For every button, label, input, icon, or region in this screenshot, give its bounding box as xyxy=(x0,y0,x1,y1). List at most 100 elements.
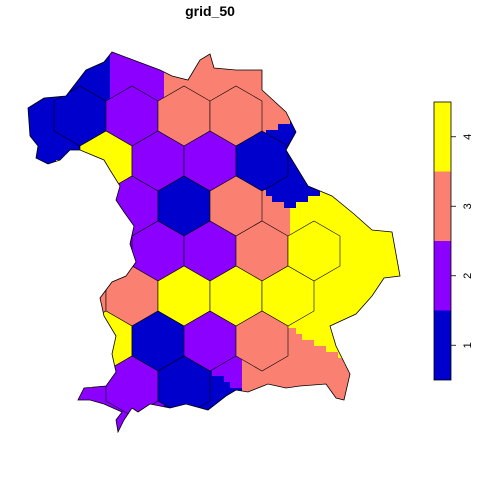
border-fill xyxy=(152,88,159,95)
border-fill xyxy=(146,52,153,59)
border-fill xyxy=(116,214,123,221)
border-fill xyxy=(398,40,405,47)
border-fill xyxy=(392,376,399,383)
border-fill xyxy=(302,196,309,203)
border-fill xyxy=(170,52,177,53)
border-fill xyxy=(116,220,123,227)
border-fill xyxy=(320,70,327,77)
border-fill xyxy=(344,94,351,101)
border-fill xyxy=(104,52,111,53)
border-fill xyxy=(104,172,111,179)
border-fill xyxy=(314,64,321,71)
border-fill xyxy=(296,64,303,71)
border-fill xyxy=(50,424,57,431)
border-fill xyxy=(344,388,351,395)
border-fill xyxy=(38,310,45,317)
border-fill xyxy=(344,322,351,329)
border-fill xyxy=(404,244,411,251)
border-fill xyxy=(290,160,297,167)
border-fill xyxy=(284,358,291,365)
border-fill xyxy=(188,406,195,413)
border-fill xyxy=(284,208,291,215)
border-fill xyxy=(128,58,135,65)
border-fill xyxy=(350,430,357,432)
border-fill xyxy=(326,274,333,281)
border-fill xyxy=(290,376,297,383)
border-fill xyxy=(158,76,165,83)
border-fill xyxy=(380,52,387,53)
border-fill xyxy=(314,208,321,215)
border-fill xyxy=(32,202,39,209)
border-fill xyxy=(356,88,363,95)
border-fill xyxy=(254,40,261,47)
border-fill xyxy=(284,118,291,125)
border-fill xyxy=(272,112,279,119)
border-fill xyxy=(326,100,333,107)
border-fill xyxy=(248,88,255,95)
border-fill xyxy=(296,214,303,221)
border-fill xyxy=(386,118,393,125)
border-fill xyxy=(314,382,321,389)
border-fill xyxy=(236,400,243,407)
border-fill xyxy=(332,370,339,377)
border-fill xyxy=(314,136,321,143)
border-fill xyxy=(290,334,297,341)
border-fill xyxy=(248,40,255,47)
border-fill xyxy=(368,250,375,257)
border-fill xyxy=(68,388,75,395)
border-fill xyxy=(320,136,327,143)
border-fill xyxy=(20,334,27,341)
border-fill xyxy=(224,406,231,413)
border-fill xyxy=(80,304,87,311)
border-fill xyxy=(290,106,297,113)
border-fill xyxy=(356,118,363,125)
border-fill xyxy=(104,256,111,263)
border-fill xyxy=(212,430,219,432)
border-fill xyxy=(272,40,279,47)
border-fill xyxy=(320,220,327,227)
border-fill xyxy=(248,436,255,443)
border-fill xyxy=(86,430,93,432)
border-fill xyxy=(62,160,69,167)
border-fill xyxy=(68,244,75,251)
border-fill xyxy=(28,208,33,215)
border-fill xyxy=(50,376,57,383)
border-fill xyxy=(380,298,387,305)
border-fill xyxy=(74,40,81,47)
border-fill xyxy=(80,424,87,431)
border-fill xyxy=(32,322,39,329)
border-fill xyxy=(212,400,219,407)
border-fill xyxy=(44,52,51,59)
border-fill xyxy=(350,166,357,173)
border-fill xyxy=(266,52,273,59)
border-fill xyxy=(314,130,321,137)
border-fill xyxy=(362,232,369,239)
border-fill xyxy=(44,364,51,371)
border-fill xyxy=(404,418,411,425)
border-fill xyxy=(28,118,33,125)
border-fill xyxy=(86,364,93,371)
border-fill xyxy=(404,424,411,431)
border-fill xyxy=(338,262,345,269)
border-fill xyxy=(338,130,345,137)
border-fill xyxy=(110,226,117,233)
border-fill xyxy=(200,82,207,89)
border-fill xyxy=(104,88,111,95)
border-fill xyxy=(170,436,177,443)
border-fill xyxy=(230,76,237,83)
border-fill xyxy=(368,208,375,215)
border-fill xyxy=(356,58,363,65)
border-fill xyxy=(224,382,231,389)
border-fill xyxy=(308,352,315,359)
border-fill xyxy=(68,304,75,311)
border-fill xyxy=(212,424,219,431)
border-fill xyxy=(314,154,321,161)
border-fill xyxy=(296,184,303,191)
border-fill xyxy=(326,148,333,155)
border-fill xyxy=(362,148,369,155)
border-fill xyxy=(266,382,273,389)
border-fill xyxy=(350,400,357,407)
border-fill xyxy=(188,40,195,47)
border-fill xyxy=(338,142,345,149)
border-fill xyxy=(398,214,400,221)
